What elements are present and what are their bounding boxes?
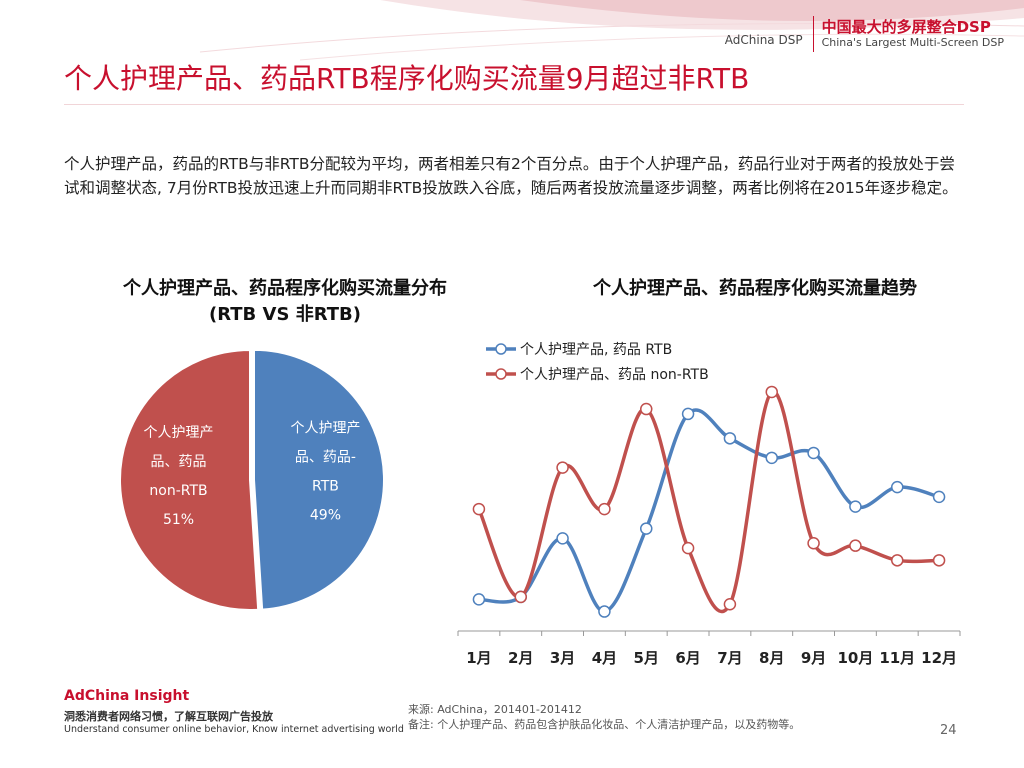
footer-brand: AdChina Insight bbox=[64, 688, 190, 704]
pie-slice-label-2: 个人护理产品、药品 non-RTB 51% bbox=[144, 425, 214, 528]
brand-tagline-en: China's Largest Multi-Screen DSP bbox=[821, 36, 1004, 49]
line-chart-title: 个人护理产品、药品程序化购买流量趋势 bbox=[593, 278, 917, 299]
data-point-1 bbox=[723, 432, 737, 445]
legend-label-1: 个人护理产品, 药品 RTB bbox=[520, 342, 672, 358]
brand-separator bbox=[812, 16, 814, 52]
data-point-1 bbox=[556, 532, 569, 545]
data-point-2 bbox=[765, 385, 778, 399]
data-point-2 bbox=[556, 461, 569, 474]
footer-slogan-en: Understand consumer online behavior, Kno… bbox=[64, 724, 404, 735]
title-divider bbox=[64, 104, 964, 105]
legend-marker-2 bbox=[495, 368, 507, 380]
pie-slice-label-line: RTB bbox=[312, 479, 339, 495]
series-line-2 bbox=[477, 390, 940, 614]
data-point-2 bbox=[514, 590, 527, 604]
data-point-1 bbox=[472, 593, 486, 606]
x-tick-label: 2月 bbox=[508, 649, 533, 667]
brand-tagline: 中国最大的多屏整合DSP China's Largest Multi-Scree… bbox=[814, 18, 1004, 50]
x-tick-label: 12月 bbox=[921, 649, 957, 667]
x-tick-label: 9月 bbox=[801, 649, 826, 667]
pie-slice-label-line: non-RTB bbox=[149, 483, 207, 499]
pie-chart-title-line-1: 个人护理产品、药品程序化购买流量分布 bbox=[123, 278, 447, 299]
slide-title: 个人护理产品、药品RTB程序化购买流量9月超过非RTB bbox=[64, 62, 750, 95]
header-swoosh-decoration bbox=[199, 0, 1024, 61]
x-tick-label: 3月 bbox=[550, 649, 575, 667]
line-chart: 1月 2月 3月 4月 5月 6月 7月 8月 9月 10月 11月 12月 个人护理产品, 药品 RT… bbox=[457, 342, 961, 667]
x-tick-label: 7月 bbox=[717, 649, 742, 667]
pie-slice-label-line: 49% bbox=[310, 508, 341, 524]
pie-chart-title: 个人护理产品、药品程序化购买流量分布 (RTB VS 非RTB) bbox=[40, 276, 530, 328]
pie-chart-title-line-2: (RTB VS 非RTB) bbox=[209, 304, 361, 325]
data-point-1 bbox=[765, 451, 778, 465]
data-point-1 bbox=[598, 605, 611, 618]
data-point-1 bbox=[891, 480, 904, 494]
x-tick-label: 1月 bbox=[466, 649, 491, 667]
pie-slice-label-line: 品、药品 bbox=[151, 454, 207, 470]
data-point-1 bbox=[849, 500, 862, 513]
x-tick-label: 11月 bbox=[879, 649, 915, 667]
footer-slogan-cn: 洞悉消费者网络习惯，了解互联网广告投放 bbox=[64, 710, 273, 723]
data-point-1 bbox=[807, 446, 820, 460]
pie-slice-label-line: 个人护理产 bbox=[290, 421, 360, 437]
pie-slice-label-line: 个人护理产 bbox=[144, 425, 214, 441]
data-point-2 bbox=[849, 539, 862, 552]
data-point-2 bbox=[681, 541, 695, 555]
legend-marker-1 bbox=[495, 343, 507, 355]
slide-description: 个人护理产品，药品的RTB与非RTB分配较为平均，两者相差只有2个百分点。由于个… bbox=[64, 155, 958, 197]
page-number: 24 bbox=[940, 723, 957, 738]
brand-product-name: AdChina DSP bbox=[724, 33, 803, 47]
source-text: 来源: AdChina，201401-201412 bbox=[408, 703, 582, 716]
data-point-1 bbox=[932, 490, 946, 504]
data-point-2 bbox=[723, 597, 737, 611]
data-point-2 bbox=[891, 554, 904, 567]
x-tick-label: 5月 bbox=[634, 649, 659, 667]
legend-label-2: 个人护理产品、药品 non-RTB bbox=[520, 367, 709, 383]
x-tick-label: 6月 bbox=[675, 649, 700, 667]
remark-text: 备注: 个人护理产品、药品包含护肤品化妆品、个人清洁护理产品，以及药物等。 bbox=[408, 718, 801, 731]
brand-header: AdChina DSP 中国最大的多屏整合DSP China's Largest… bbox=[725, 14, 1004, 54]
pie-slice-label-line: 51% bbox=[163, 512, 194, 528]
pie-chart: 个人护理产品、药品- RTB 49% 个人护理产品、药品 non-RTB 51% bbox=[119, 348, 385, 611]
pie-slice-2 bbox=[119, 348, 260, 611]
data-point-1 bbox=[640, 522, 653, 535]
data-point-2 bbox=[807, 536, 820, 550]
x-tick-label: 4月 bbox=[592, 649, 617, 667]
data-point-2 bbox=[640, 402, 653, 416]
data-point-1 bbox=[681, 407, 695, 421]
x-tick-label: 8月 bbox=[759, 649, 784, 667]
data-point-2 bbox=[472, 502, 486, 516]
brand-tagline-cn: 中国最大的多屏整合DSP bbox=[821, 18, 991, 36]
x-tick-label: 10月 bbox=[837, 649, 873, 667]
pie-slice-1 bbox=[252, 348, 385, 611]
data-point-2 bbox=[598, 502, 611, 516]
source-note: 来源: AdChina，201401-201412 备注: 个人护理产品、药品包… bbox=[408, 702, 800, 732]
pie-slice-label-line: 品、药品- bbox=[295, 450, 356, 466]
pie-slice-label-1: 个人护理产品、药品- RTB 49% bbox=[290, 421, 360, 524]
data-point-2 bbox=[932, 554, 946, 567]
